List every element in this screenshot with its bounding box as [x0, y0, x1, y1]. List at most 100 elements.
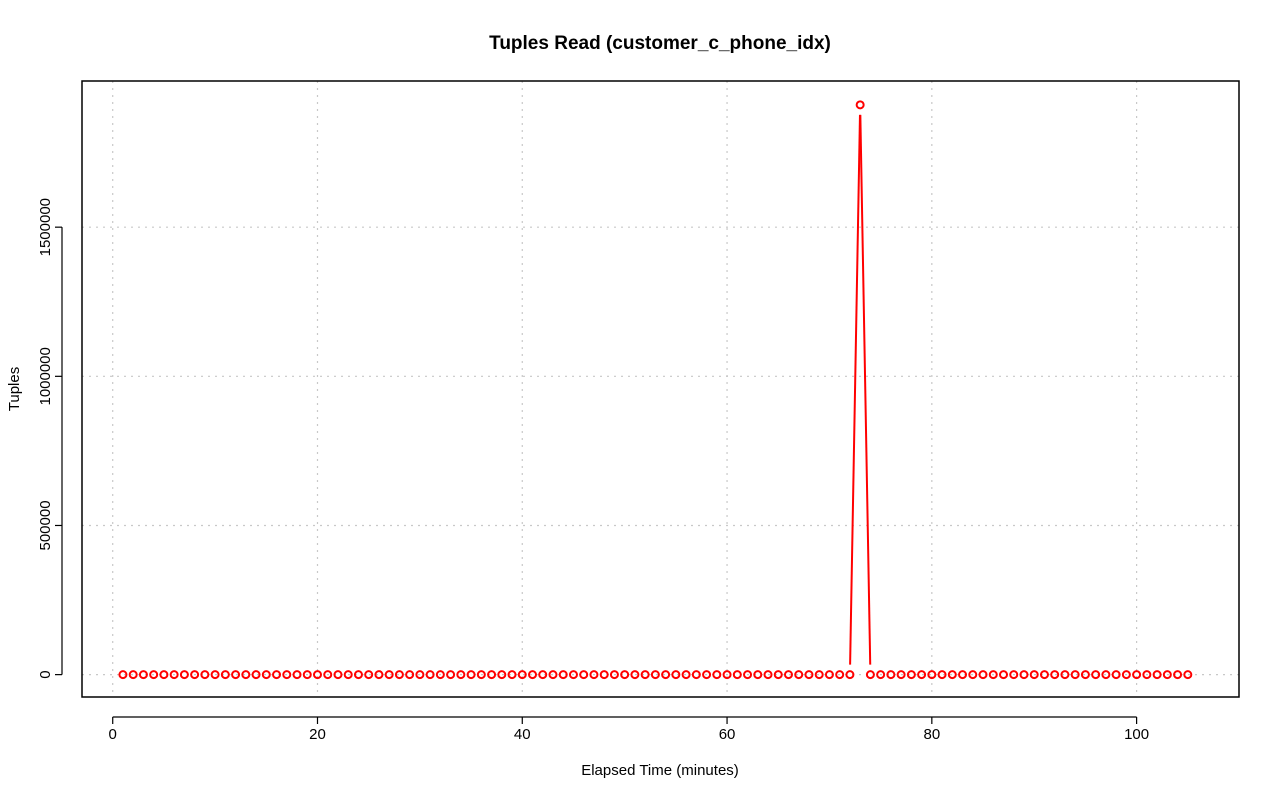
data-point [1091, 670, 1101, 680]
data-point [138, 670, 148, 680]
data-point [906, 670, 916, 680]
data-point [855, 100, 865, 110]
data-point [650, 670, 660, 680]
data-point [169, 670, 179, 680]
data-point [374, 670, 384, 680]
data-point [579, 670, 589, 680]
x-tick-label: 20 [309, 726, 326, 743]
data-point [128, 670, 138, 680]
data-point [507, 670, 517, 680]
data-point [743, 670, 753, 680]
data-point [190, 670, 200, 680]
data-point [241, 670, 251, 680]
data-point [456, 670, 466, 680]
data-point [671, 670, 681, 680]
data-point [968, 670, 978, 680]
data-point [312, 670, 322, 680]
x-axis-label: Elapsed Time (minutes) [581, 762, 739, 779]
data-point [568, 670, 578, 680]
data-point [763, 670, 773, 680]
data-point [958, 670, 968, 680]
x-tick-label: 80 [923, 726, 940, 743]
data-point [528, 670, 538, 680]
data-point [538, 670, 548, 680]
data-point [947, 670, 957, 680]
data-point [425, 670, 435, 680]
grid-lines [82, 81, 1239, 697]
data-point [1121, 670, 1131, 680]
data-point [712, 670, 722, 680]
data-point [865, 670, 875, 680]
data-point [1039, 670, 1049, 680]
data-point [927, 670, 937, 680]
data-point [1060, 670, 1070, 680]
data-point [1132, 670, 1142, 680]
data-point [415, 670, 425, 680]
data-point [231, 670, 241, 680]
data-point [1152, 670, 1162, 680]
data-point [886, 670, 896, 680]
data-point [732, 670, 742, 680]
data-point [783, 670, 793, 680]
data-point [1173, 670, 1183, 680]
data-point [251, 670, 261, 680]
data-point [149, 670, 159, 680]
data-point [292, 670, 302, 680]
data-point [609, 670, 619, 680]
data-point [589, 670, 599, 680]
data-point [978, 670, 988, 680]
y-axis-label: Tuples [6, 367, 23, 411]
data-point [691, 670, 701, 680]
x-tick-label: 100 [1124, 726, 1149, 743]
data-point [876, 670, 886, 680]
data-point [630, 670, 640, 680]
data-point [1142, 670, 1152, 680]
chart-title: Tuples Read (customer_c_phone_idx) [489, 33, 831, 54]
data-point [1111, 670, 1121, 680]
data-point [558, 670, 568, 680]
data-point [364, 670, 374, 680]
data-point [999, 670, 1009, 680]
y-tick-label: 500000 [37, 500, 54, 550]
data-point [118, 670, 128, 680]
data-point [702, 670, 712, 680]
data-point [159, 670, 169, 680]
data-point [814, 670, 824, 680]
data-point [937, 670, 947, 680]
x-tick-label: 40 [514, 726, 531, 743]
series-line-segment [849, 114, 861, 665]
data-point [1029, 670, 1039, 680]
data-point [773, 670, 783, 680]
data-point [487, 670, 497, 680]
y-tick-label: 1500000 [37, 198, 54, 256]
axes: 0 20 40 60 80 100 0 500000 1000000 1500000 [37, 198, 1149, 743]
data-point [794, 670, 804, 680]
data-point [179, 670, 189, 680]
data-point [261, 670, 271, 680]
data-point [824, 670, 834, 680]
data-point [1080, 670, 1090, 680]
data-point [722, 670, 732, 680]
data-point [405, 670, 415, 680]
data-point [282, 670, 292, 680]
data-point [845, 670, 855, 680]
data-point [1019, 670, 1029, 680]
data-point [599, 670, 609, 680]
data-point [394, 670, 404, 680]
data-point [333, 670, 343, 680]
data-point [1101, 670, 1111, 680]
data-point [435, 670, 445, 680]
data-point [302, 670, 312, 680]
x-tick-label: 60 [719, 726, 736, 743]
data-point [497, 670, 507, 680]
x-tick-label: 0 [109, 726, 117, 743]
data-point [1183, 670, 1193, 680]
data-point [1070, 670, 1080, 680]
data-point [466, 670, 476, 680]
data-point [1162, 670, 1172, 680]
data-point [988, 670, 998, 680]
data-point [753, 670, 763, 680]
data-point [917, 670, 927, 680]
